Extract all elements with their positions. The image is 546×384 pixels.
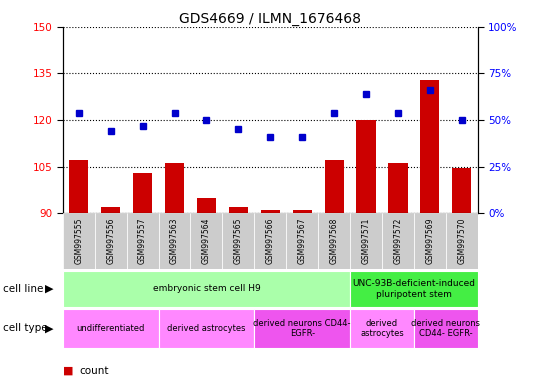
Bar: [254, 309, 350, 348]
Bar: [350, 309, 414, 348]
Text: GSM997572: GSM997572: [394, 218, 402, 264]
Text: GSM997556: GSM997556: [106, 218, 115, 264]
Text: undifferentiated: undifferentiated: [76, 324, 145, 333]
Text: GSM997570: GSM997570: [458, 218, 466, 264]
Text: GSM997568: GSM997568: [330, 218, 339, 264]
Bar: [197, 198, 216, 213]
Bar: [260, 210, 280, 213]
Bar: [94, 213, 127, 269]
Text: embryonic stem cell H9: embryonic stem cell H9: [152, 285, 260, 293]
Text: ▶: ▶: [45, 323, 54, 333]
Text: UNC-93B-deficient-induced
pluripotent stem: UNC-93B-deficient-induced pluripotent st…: [352, 279, 476, 299]
Bar: [101, 207, 120, 213]
Bar: [222, 213, 254, 269]
Text: count: count: [79, 366, 109, 376]
Bar: [63, 309, 158, 348]
Text: cell line: cell line: [3, 284, 43, 294]
Bar: [350, 271, 478, 307]
Bar: [357, 120, 376, 213]
Text: derived astrocytes: derived astrocytes: [167, 324, 246, 333]
Bar: [446, 213, 478, 269]
Text: GSM997569: GSM997569: [425, 218, 435, 264]
Bar: [191, 213, 222, 269]
Bar: [254, 213, 286, 269]
Bar: [158, 213, 191, 269]
Bar: [63, 213, 94, 269]
Title: GDS4669 / ILMN_1676468: GDS4669 / ILMN_1676468: [179, 12, 361, 26]
Text: cell type: cell type: [3, 323, 48, 333]
Text: GSM997563: GSM997563: [170, 218, 179, 264]
Bar: [133, 173, 152, 213]
Bar: [382, 213, 414, 269]
Bar: [452, 168, 471, 213]
Text: derived
astrocytes: derived astrocytes: [360, 319, 404, 338]
Bar: [229, 207, 248, 213]
Bar: [350, 213, 382, 269]
Text: GSM997567: GSM997567: [298, 218, 307, 264]
Text: GSM997555: GSM997555: [74, 218, 83, 264]
Bar: [420, 79, 440, 213]
Text: ▶: ▶: [45, 284, 54, 294]
Bar: [63, 271, 350, 307]
Bar: [286, 213, 318, 269]
Text: ■: ■: [63, 366, 73, 376]
Bar: [69, 161, 88, 213]
Text: derived neurons
CD44- EGFR-: derived neurons CD44- EGFR-: [411, 319, 480, 338]
Bar: [324, 161, 343, 213]
Text: derived neurons CD44-
EGFR-: derived neurons CD44- EGFR-: [253, 319, 351, 338]
Text: GSM997566: GSM997566: [266, 218, 275, 264]
Bar: [388, 164, 407, 213]
Bar: [165, 164, 184, 213]
Text: GSM997557: GSM997557: [138, 218, 147, 264]
Bar: [414, 213, 446, 269]
Text: GSM997571: GSM997571: [361, 218, 371, 264]
Bar: [127, 213, 158, 269]
Bar: [293, 210, 312, 213]
Bar: [158, 309, 254, 348]
Text: GSM997564: GSM997564: [202, 218, 211, 264]
Bar: [318, 213, 350, 269]
Text: GSM997565: GSM997565: [234, 218, 243, 264]
Bar: [414, 309, 478, 348]
